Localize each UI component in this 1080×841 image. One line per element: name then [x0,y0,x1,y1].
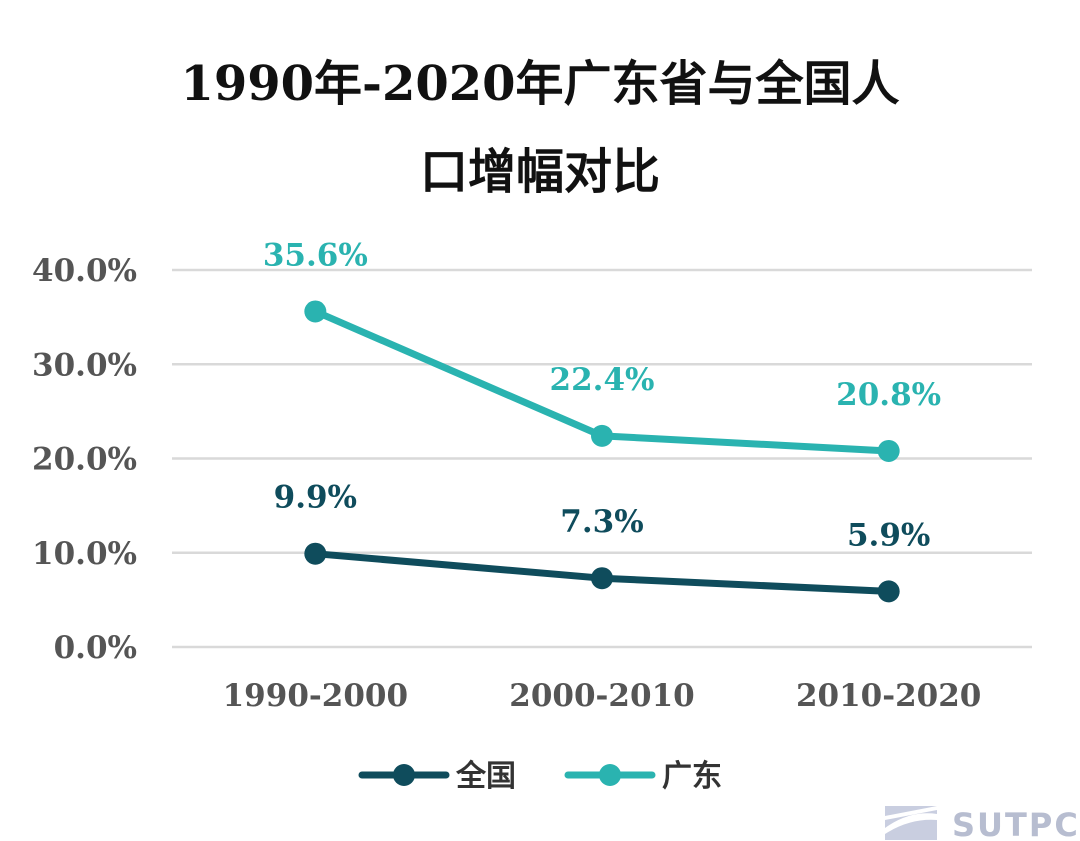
series-national: 9.9% 7.3% 5.9% [274,480,930,603]
data-point [304,542,327,565]
legend-label: 全国 [455,759,516,794]
legend-marker [599,764,621,786]
data-label: 20.8% [836,377,941,413]
legend: 全国 广东 [358,759,722,794]
watermark-text: SUTPC [952,806,1080,841]
sutpc-logo-icon [885,806,937,840]
y-tick-label: 40.0% [32,253,137,289]
data-label: 7.3% [560,504,643,540]
y-tick-label: 0.0% [54,630,137,666]
y-tick-label: 30.0% [32,347,137,383]
data-label: 9.9% [274,480,357,516]
data-label: 35.6% [263,237,368,273]
data-label: 5.9% [847,517,930,553]
x-tick-label: 2010-2020 [796,678,981,714]
gridlines [172,268,1032,649]
chart-title-line-2: 口增幅对比 [420,144,660,200]
legend-item: 全国 [358,759,516,794]
series-guangdong: 35.6% 22.4% 20.8% [263,237,941,462]
data-point [591,424,613,447]
series-layer: 9.9% 7.3% 5.9% 35.6% 22.4% 20.8% [263,237,941,603]
chart-title-line-1: 1990年-2020年广东省与全国人 [180,56,899,112]
y-tick-label: 10.0% [32,536,137,572]
legend-item: 广东 [564,759,722,794]
y-tick-label: 20.0% [32,442,137,478]
chart-title: 1990年-2020年广东省与全国人 口增幅对比 [180,56,899,200]
x-tick-label: 2000-2010 [509,678,694,714]
data-point [304,300,327,323]
data-point [877,580,900,603]
y-axis: 0.0% 10.0% 20.0% 30.0% 40.0% [32,253,137,666]
x-axis: 1990-2000 2000-2010 2010-2020 [223,678,982,714]
x-tick-label: 1990-2000 [223,678,408,714]
data-point [877,439,900,462]
data-point [591,567,613,590]
legend-marker [393,764,415,786]
legend-label: 广东 [662,759,722,794]
data-label: 22.4% [550,362,655,398]
watermark: SUTPC [885,806,1080,841]
